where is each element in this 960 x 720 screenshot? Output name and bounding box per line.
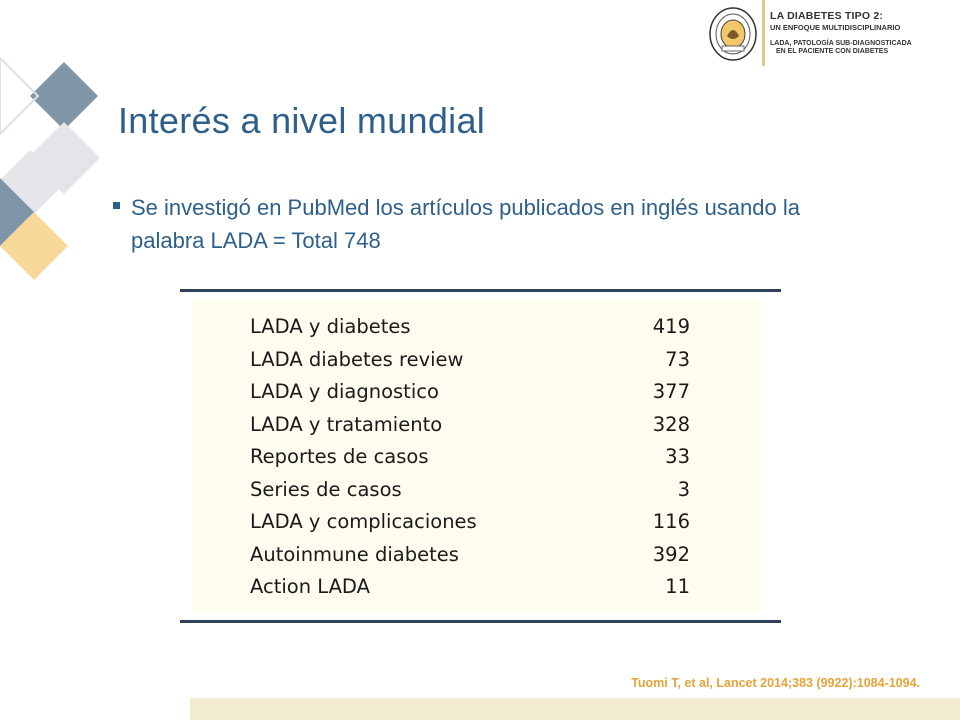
row-label: Reportes de casos <box>250 445 429 468</box>
table-row: Series de casos 3 <box>250 476 690 509</box>
row-value: 328 <box>652 412 690 436</box>
slide-title: Interés a nivel mundial <box>118 100 486 141</box>
academy-seal-icon <box>709 7 757 61</box>
header-text: LA DIABETES TIPO 2: UN ENFOQUE MULTIDISC… <box>770 10 960 55</box>
table-row: LADA diabetes review 73 <box>250 346 690 379</box>
row-label: LADA y diabetes <box>250 315 411 338</box>
diamond-gold <box>0 212 68 280</box>
results-table: LADA y diabetes 419 LADA diabetes review… <box>180 289 781 623</box>
header-block: LA DIABETES TIPO 2: UN ENFOQUE MULTIDISC… <box>700 0 960 70</box>
header-divider <box>762 0 765 66</box>
table-background <box>192 300 760 612</box>
table-top-rule <box>180 289 781 292</box>
diamond-gray-outline-left <box>0 56 40 136</box>
row-label: LADA y tratamiento <box>250 412 443 436</box>
header-line-4: EN EL PACIENTE CON DIABETES <box>776 48 889 55</box>
header-line-1: LA DIABETES TIPO 2: <box>770 10 884 22</box>
row-value: 419 <box>652 315 690 338</box>
bullet-text: Se investigó en PubMed los artículos pub… <box>131 195 800 253</box>
row-label: LADA y complicaciones <box>250 510 477 533</box>
row-label: Action LADA <box>250 575 370 598</box>
row-value: 116 <box>652 510 690 533</box>
row-value: 392 <box>652 542 690 566</box>
table-row: Action LADA 11 <box>250 573 690 606</box>
row-label: Series de casos <box>250 477 402 501</box>
row-value: 11 <box>665 575 690 598</box>
table-row: LADA y tratamiento 328 <box>250 411 690 444</box>
header-line-2: UN ENFOQUE MULTIDISCIPLINARIO <box>770 23 901 32</box>
square-bullet-icon <box>113 202 120 209</box>
table-row: LADA y complicaciones 116 <box>250 508 690 541</box>
row-value: 33 <box>665 445 690 468</box>
table-row: LADA y diabetes 419 <box>250 313 690 346</box>
diamond-slate-top <box>30 62 98 130</box>
footer-bar <box>190 698 960 720</box>
row-value: 377 <box>652 380 690 403</box>
row-label: LADA y diagnostico <box>250 380 439 403</box>
row-label: LADA diabetes review <box>250 347 464 371</box>
row-value: 73 <box>665 347 690 371</box>
header-line-3: LADA, PATOLOGÍA SUB-DIAGNOSTICADA <box>770 40 912 47</box>
row-label: Autoinmune diabetes <box>250 542 459 566</box>
table-row: LADA y diagnostico 377 <box>250 378 690 411</box>
table-row: Autoinmune diabetes 392 <box>250 541 690 574</box>
table-rows: LADA y diabetes 419 LADA diabetes review… <box>250 313 690 606</box>
diamond-slate-bottom <box>0 178 34 246</box>
table-bottom-rule <box>180 620 781 623</box>
row-value: 3 <box>677 477 690 501</box>
table-row: Reportes de casos 33 <box>250 443 690 476</box>
citation: Tuomi T, et al, Lancet 2014;383 (9922):1… <box>631 676 920 690</box>
decorative-diamonds <box>0 56 100 280</box>
